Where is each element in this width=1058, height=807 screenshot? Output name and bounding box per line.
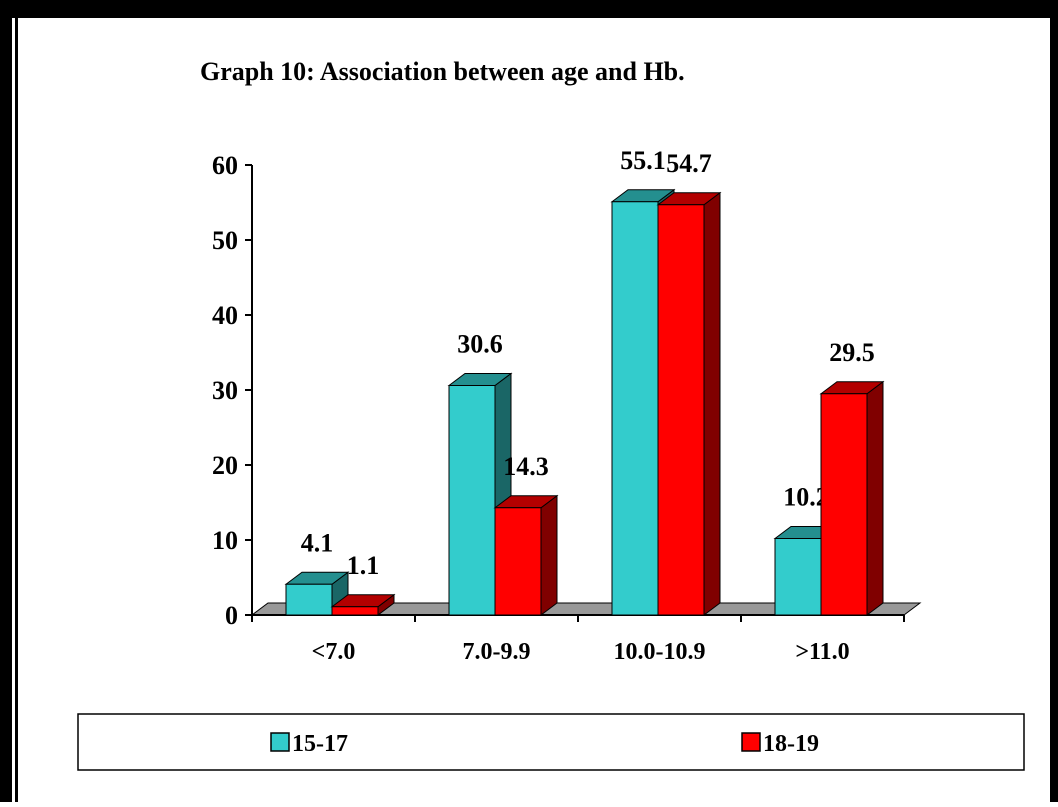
legend-label: 15-17 — [292, 731, 348, 757]
bar-face — [703, 191, 721, 616]
bar-face — [285, 583, 333, 616]
bar-face — [820, 393, 868, 616]
value-label: 1.1 — [347, 551, 380, 580]
y-tick-label: 40 — [212, 301, 238, 330]
value-label: 14.3 — [503, 452, 549, 481]
value-label: 30.6 — [457, 330, 503, 359]
frame-left — [0, 0, 12, 802]
bar-face — [866, 380, 884, 616]
chart-title: Graph 10: Association between age and Hb… — [200, 57, 685, 86]
bar-face — [494, 507, 542, 616]
bar-face — [657, 204, 705, 616]
y-tick-label: 30 — [212, 376, 238, 405]
y-tick-label: 60 — [212, 151, 238, 180]
y-tick-label: 10 — [212, 526, 238, 555]
y-tick-label: 50 — [212, 226, 238, 255]
legend-label: 18-19 — [763, 731, 819, 757]
value-label: 4.1 — [301, 528, 334, 557]
y-tick-label: 20 — [212, 451, 238, 480]
bar — [656, 191, 722, 616]
legend-box — [77, 713, 1025, 771]
frame-top — [0, 0, 1058, 18]
x-tick-label: 7.0-9.9 — [463, 639, 531, 665]
x-tick-label: 10.0-10.9 — [614, 639, 706, 665]
x-tick-label: >11.0 — [795, 639, 849, 665]
value-label: 54.7 — [666, 149, 712, 178]
legend-swatch — [270, 732, 290, 752]
bar-face — [540, 494, 558, 616]
legend-swatch — [741, 732, 761, 752]
y-tick-label: 0 — [225, 601, 238, 630]
bar-face — [611, 201, 659, 616]
bar — [493, 494, 559, 616]
bar-face — [774, 538, 822, 616]
bar — [819, 380, 885, 616]
bar-face — [448, 385, 496, 616]
x-tick-label: <7.0 — [312, 639, 356, 665]
frame-left-inner — [15, 0, 18, 802]
bar — [330, 593, 396, 616]
value-label: 55.1 — [620, 146, 666, 175]
bar — [447, 372, 513, 616]
frame-right — [1050, 0, 1058, 802]
bar-face — [331, 606, 379, 616]
value-label: 29.5 — [829, 338, 875, 367]
